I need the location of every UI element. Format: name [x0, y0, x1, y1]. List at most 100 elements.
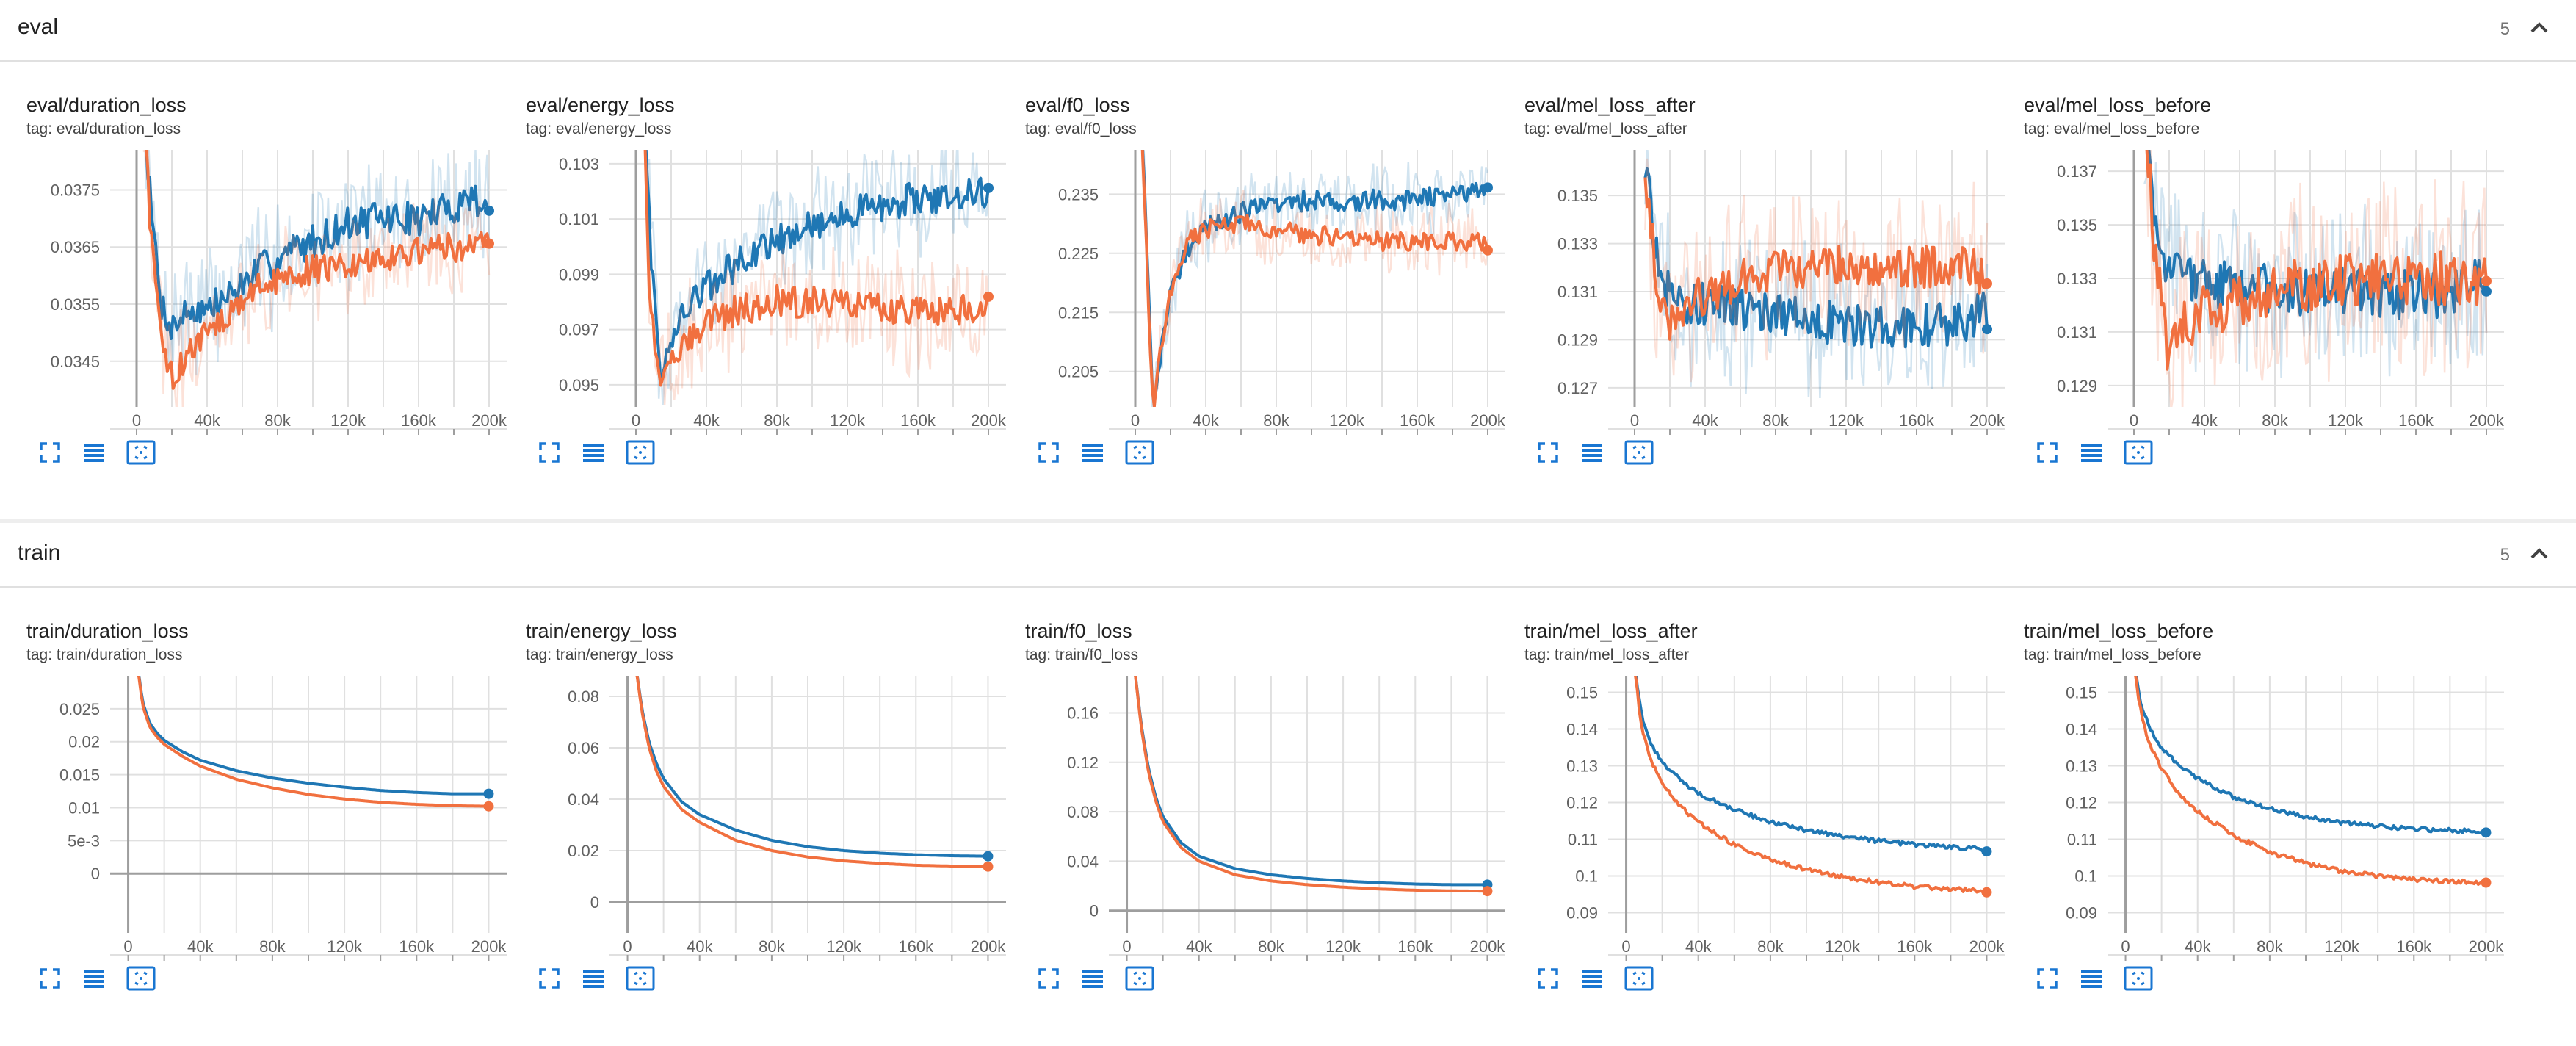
- series-line-run-blue: [145, 150, 491, 340]
- data-table-button[interactable]: [1577, 964, 1613, 995]
- expand-button[interactable]: [1533, 438, 1569, 469]
- x-tick-label: 200k: [2469, 937, 2504, 956]
- fit-domain-icon: [1623, 438, 1658, 467]
- data-table-button[interactable]: [1078, 438, 1113, 469]
- section-header-train: train 5: [0, 526, 2576, 588]
- x-tick-label: 80k: [764, 411, 790, 430]
- expand-button[interactable]: [2033, 438, 2068, 469]
- fit-domain-button[interactable]: [2122, 964, 2157, 995]
- x-tick-label: 0: [123, 937, 132, 956]
- x-tick-label: 160k: [1897, 937, 1933, 956]
- series-line-run-blue: [2135, 676, 2487, 835]
- expand-button[interactable]: [535, 964, 570, 995]
- y-tick-label: 0.137: [2057, 162, 2097, 181]
- series-endpoint: [484, 205, 494, 216]
- x-tick-label: 40k: [2185, 937, 2211, 956]
- x-tick-label: 120k: [330, 411, 366, 430]
- y-tick-label: 0.02: [68, 733, 100, 751]
- expand-button[interactable]: [1034, 438, 1069, 469]
- y-tick-label: 0.02: [568, 842, 599, 860]
- y-tick-label: 0.09: [2066, 904, 2097, 923]
- y-tick-label: 0.12: [1067, 754, 1099, 772]
- y-tick-label: 0.095: [559, 376, 599, 394]
- data-table-icon: [2077, 964, 2112, 993]
- x-tick-label: 80k: [1762, 411, 1789, 430]
- expand-button[interactable]: [35, 438, 70, 469]
- expand-button[interactable]: [1533, 964, 1569, 995]
- fit-domain-button[interactable]: [2122, 438, 2157, 469]
- x-tick-label: 160k: [900, 411, 936, 430]
- chart-canvas[interactable]: 0 40k 80k 120k 160k 200k 0.09 0.1 0.11 0.12 0.13 0.…: [1997, 588, 2504, 962]
- fit-domain-button[interactable]: [1623, 964, 1658, 995]
- series-endpoint: [484, 238, 494, 249]
- chart-canvas[interactable]: 0 40k 80k 120k 160k 200k 0 0.04 0.08 0.12 0.16: [999, 588, 1505, 962]
- x-tick-label: 40k: [187, 937, 214, 956]
- data-table-icon: [79, 964, 115, 993]
- chart-canvas[interactable]: 0 40k 80k 120k 160k 200k 0.09 0.1 0.11 0.12 0.13 0.…: [1498, 588, 2005, 962]
- data-table-icon: [79, 438, 115, 467]
- x-tick-label: 0: [2121, 937, 2130, 956]
- data-table-button[interactable]: [2077, 438, 2112, 469]
- data-table-button[interactable]: [2077, 964, 2112, 995]
- data-table-button[interactable]: [1078, 964, 1113, 995]
- x-tick-label: 160k: [2396, 937, 2432, 956]
- chart-canvas[interactable]: 0 40k 80k 120k 160k 200k 0.127 0.129 0.131 0.133 0…: [1498, 62, 2005, 436]
- fit-domain-button[interactable]: [125, 964, 160, 995]
- series-endpoint: [1483, 245, 1493, 256]
- chart-canvas[interactable]: 0 40k 80k 120k 160k 200k 0.205 0.215 0.225 0.235: [999, 62, 1505, 436]
- x-tick-label: 40k: [1186, 937, 1212, 956]
- chart-tag: tag: eval/f0_loss: [1025, 120, 1137, 137]
- chart-card-train-mel-loss-before: train/mel_loss_before tag: train/mel_loss…: [1997, 588, 2504, 999]
- chevron-up-icon[interactable]: [2525, 539, 2554, 569]
- y-tick-label: 0.135: [2057, 216, 2097, 234]
- y-tick-label: 0.04: [568, 790, 599, 809]
- series-endpoint: [2481, 286, 2492, 297]
- chevron-up-icon[interactable]: [2525, 13, 2554, 43]
- chart-title: train/f0_loss: [1025, 620, 1132, 642]
- data-table-icon: [2077, 438, 2112, 467]
- chart-canvas[interactable]: 0 40k 80k 120k 160k 200k 0 0.02 0.04 0.06 0.08: [499, 588, 1006, 962]
- series-endpoint: [983, 851, 994, 862]
- series-line-run-orange: [145, 150, 491, 390]
- data-table-button[interactable]: [1577, 438, 1613, 469]
- chart-title: train/energy_loss: [526, 620, 677, 642]
- chart-canvas[interactable]: 0 40k 80k 120k 160k 200k 0.0345 0.0355 0.0365 0.0…: [0, 62, 507, 436]
- y-tick-label: 0.025: [59, 700, 100, 718]
- y-tick-label: 5e-3: [68, 832, 100, 850]
- chart-card-train-mel-loss-after: train/mel_loss_after tag: train/mel_loss_…: [1498, 588, 2005, 999]
- data-table-button[interactable]: [79, 964, 115, 995]
- series-line-run-blue: [1635, 676, 1988, 853]
- data-table-button[interactable]: [579, 964, 614, 995]
- y-tick-label: 0.1: [1575, 868, 1598, 886]
- fit-domain-button[interactable]: [1124, 438, 1159, 469]
- y-tick-label: 0.13: [1566, 757, 1598, 776]
- section-count: 5: [2500, 19, 2510, 39]
- fit-domain-button[interactable]: [624, 964, 659, 995]
- x-tick-label: 200k: [471, 411, 507, 430]
- x-tick-label: 0: [1131, 411, 1140, 430]
- series-endpoint: [983, 182, 994, 193]
- y-tick-label: 0.0355: [51, 295, 100, 314]
- section-title: train: [18, 541, 61, 565]
- chart-canvas[interactable]: 0 40k 80k 120k 160k 200k 0.095 0.097 0.099 0.101 0…: [499, 62, 1006, 436]
- grid: [1109, 150, 1505, 407]
- chart-card-train-energy-loss: train/energy_loss tag: train/energy_loss 0…: [499, 588, 1006, 999]
- fit-domain-button[interactable]: [624, 438, 659, 469]
- expand-button[interactable]: [535, 438, 570, 469]
- data-table-button[interactable]: [79, 438, 115, 469]
- chart-tag: tag: eval/energy_loss: [526, 120, 672, 137]
- series-line-run-orange: [643, 150, 990, 387]
- fit-domain-icon: [2122, 438, 2157, 467]
- y-tick-label: 0.14: [1566, 721, 1598, 739]
- fit-domain-button[interactable]: [1623, 438, 1658, 469]
- expand-button[interactable]: [2033, 964, 2068, 995]
- chart-card-eval-f0-loss: eval/f0_loss tag: eval/f0_loss 0 40k 80k 120k…: [999, 62, 1505, 473]
- expand-button[interactable]: [1034, 964, 1069, 995]
- chart-canvas[interactable]: 0 40k 80k 120k 160k 200k 0.129 0.131 0.133 0.135 0…: [1997, 62, 2504, 436]
- chart-canvas[interactable]: 0 40k 80k 120k 160k 200k 0 5e-3 0.01 0.015 0.02 0.0…: [0, 588, 507, 962]
- data-table-button[interactable]: [579, 438, 614, 469]
- fit-domain-button[interactable]: [125, 438, 160, 469]
- expand-button[interactable]: [35, 964, 70, 995]
- chart-card-train-f0-loss: train/f0_loss tag: train/f0_loss 0 40k 80k 12…: [999, 588, 1505, 999]
- fit-domain-button[interactable]: [1124, 964, 1159, 995]
